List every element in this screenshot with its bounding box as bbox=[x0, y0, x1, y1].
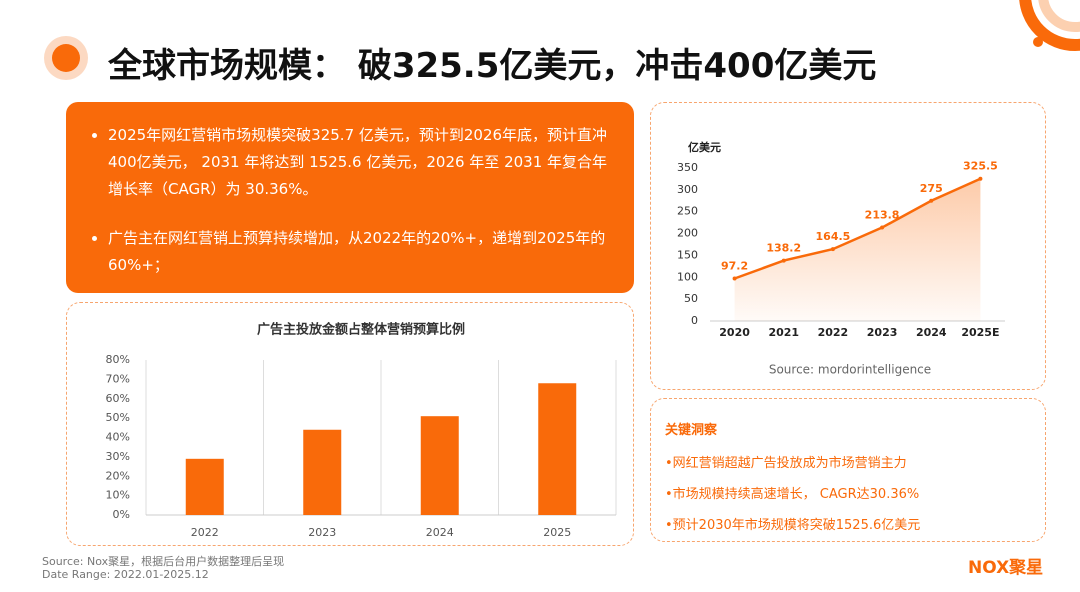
y-axis-label: 亿美元 bbox=[688, 140, 721, 154]
y-tick-label: 80% bbox=[106, 353, 130, 366]
y-tick-label: 10% bbox=[106, 489, 130, 502]
value-label: 213.8 bbox=[865, 209, 900, 222]
area bbox=[734, 178, 981, 321]
x-tick-label: 2025 bbox=[543, 526, 571, 539]
slide-title: 全球市场规模： 破325.5亿美元，冲击400亿美元 bbox=[108, 46, 877, 86]
insight-item: •网红营销超越广告投放成为市场营销主力 bbox=[665, 456, 907, 471]
value-label: 138.2 bbox=[766, 242, 801, 255]
y-tick-label: 60% bbox=[106, 392, 130, 405]
line bbox=[734, 177, 981, 280]
point bbox=[929, 198, 934, 203]
footer-date: Date Range: 2022.01-2025.12 bbox=[42, 568, 209, 581]
bullet: 2025年网红营销市场规模突破325.7 亿美元，预计到2026年底，预计直冲4… bbox=[108, 122, 614, 203]
y-tick-label: 20% bbox=[106, 469, 130, 482]
y-tick-label: 30% bbox=[106, 450, 130, 463]
point bbox=[978, 176, 983, 181]
point bbox=[781, 258, 786, 263]
y-tick-label: 0 bbox=[691, 314, 698, 327]
x-tick-label: 2022 bbox=[191, 526, 219, 539]
y-tick-label: 50% bbox=[106, 411, 130, 424]
bullet: 广告主在网红营销上预算持续增加，从2022年的20%+，递增到2025年的60%… bbox=[108, 225, 614, 279]
value-label: 275 bbox=[920, 182, 943, 195]
value-label: 164.5 bbox=[816, 230, 851, 243]
y-tick-label: 150 bbox=[677, 248, 698, 261]
line-chart: 亿美元 0 50 100 150 200 250 300 350 97.2 2020 138.2 202… bbox=[677, 140, 1005, 377]
point bbox=[830, 247, 835, 252]
y-tick-label: 0% bbox=[113, 508, 130, 521]
y-tick-label: 250 bbox=[677, 205, 698, 218]
summary-box: 2025年网红营销市场规模突破325.7 亿美元，预计到2026年底，预计直冲4… bbox=[66, 102, 634, 293]
y-tick-label: 70% bbox=[106, 372, 130, 385]
y-tick-label: 50 bbox=[684, 292, 698, 305]
chart-title: 广告主投放金额占整体营销预算比例 bbox=[257, 322, 465, 338]
y-tick-label: 300 bbox=[677, 183, 698, 196]
insight-title: 关键洞察 bbox=[665, 423, 718, 438]
line-panel bbox=[650, 102, 1046, 390]
point bbox=[732, 276, 737, 281]
x-tick-label: 2024 bbox=[916, 326, 947, 339]
x-tick-label: 2022 bbox=[818, 326, 849, 339]
x-tick-label: 2025E bbox=[961, 326, 999, 339]
point bbox=[880, 225, 885, 230]
bar-panel bbox=[66, 302, 634, 546]
insight-item: •预计2030年市场规模将突破1525.6亿美元 bbox=[665, 518, 921, 533]
bar bbox=[303, 429, 342, 515]
bar-chart: 广告主投放金额占整体营销预算比例 0% 10% 20% 30% 40% 50% 60% 70% 8… bbox=[106, 322, 617, 539]
insight-item: •市场规模持续高速增长， CAGR达30.36% bbox=[665, 487, 920, 502]
x-tick-label: 2023 bbox=[308, 526, 336, 539]
x-tick-label: 2021 bbox=[768, 326, 799, 339]
footer-source: Source: Nox聚星，根据后台用户数据整理后呈现 bbox=[42, 555, 285, 568]
y-tick-label: 40% bbox=[106, 431, 130, 444]
logo: NOX聚星 bbox=[968, 558, 1044, 578]
bar bbox=[420, 416, 459, 515]
bar bbox=[185, 458, 224, 515]
insight-panel: 关键洞察 •网红营销超越广告投放成为市场营销主力 •市场规模持续高速增长， CA… bbox=[650, 398, 1046, 542]
value-label: 97.2 bbox=[721, 260, 748, 273]
x-tick-label: 2020 bbox=[719, 326, 750, 339]
value-label: 325.5 bbox=[963, 160, 998, 173]
bar bbox=[538, 383, 577, 515]
x-tick-label: 2024 bbox=[426, 526, 454, 539]
y-tick-label: 200 bbox=[677, 227, 698, 240]
y-tick-label: 100 bbox=[677, 270, 698, 283]
chart-source: Source: mordorintelligence bbox=[769, 363, 931, 377]
y-tick-label: 350 bbox=[677, 161, 698, 174]
x-tick-label: 2023 bbox=[867, 326, 898, 339]
